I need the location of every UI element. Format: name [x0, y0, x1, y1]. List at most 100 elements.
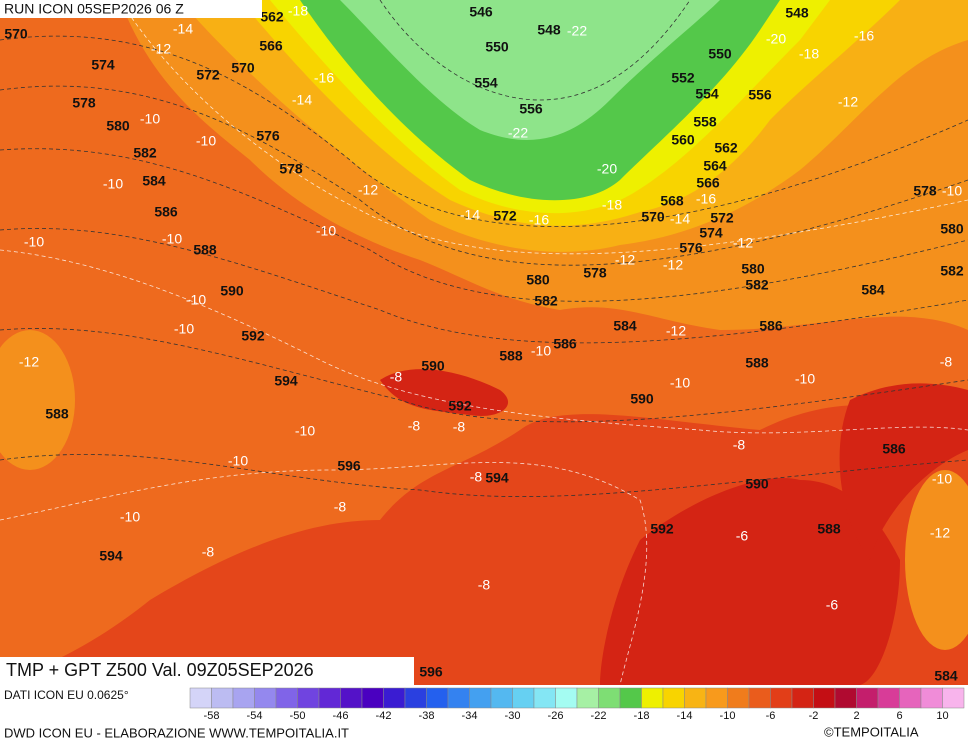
- colorbar-swatch: [469, 687, 492, 709]
- colorbar-tick-label: -58: [204, 710, 220, 722]
- colorbar-swatch: [361, 687, 384, 709]
- temperature-label: -18: [799, 46, 819, 62]
- colorbar-tick-label: -22: [591, 710, 607, 722]
- height-label: 584: [613, 318, 637, 334]
- height-label: 590: [630, 391, 654, 407]
- height-label: 588: [193, 242, 217, 258]
- colorbar-swatch: [856, 687, 879, 709]
- colorbar-tick-label: -6: [766, 710, 776, 722]
- colorbar-swatch: [791, 687, 814, 709]
- height-label: 580: [526, 272, 550, 288]
- colorbar-tick-label: -50: [290, 710, 306, 722]
- height-label: 570: [4, 26, 28, 42]
- temperature-label: -10: [103, 176, 123, 192]
- temperature-label: -10: [942, 183, 962, 199]
- height-label: 578: [913, 183, 937, 199]
- colorbar-swatch: [254, 687, 277, 709]
- colorbar-swatch: [512, 687, 535, 709]
- height-label: 590: [421, 358, 445, 374]
- colorbar-swatch: [383, 687, 406, 709]
- colorbar-tick-label: -38: [419, 710, 435, 722]
- colorbar-tick-label: 10: [936, 710, 948, 722]
- temperature-label: -8: [478, 577, 491, 593]
- height-label: 596: [419, 664, 443, 680]
- temperature-label: -14: [173, 21, 193, 37]
- height-label: 574: [91, 57, 115, 73]
- height-label: 582: [534, 293, 558, 309]
- colorbar-tick-label: -2: [809, 710, 819, 722]
- colorbar-tick-label: -46: [333, 710, 349, 722]
- temperature-label: -12: [733, 235, 753, 251]
- temperature-label: -8: [453, 419, 466, 435]
- temperature-label: -16: [696, 191, 716, 207]
- colorbar-swatch: [490, 687, 513, 709]
- temperature-label: -8: [470, 469, 483, 485]
- colorbar-swatch: [189, 687, 212, 709]
- height-label: 582: [940, 263, 964, 279]
- height-label: 572: [196, 67, 220, 83]
- temperature-label: -10: [186, 292, 206, 308]
- credit: DWD ICON EU - ELABORAZIONE WWW.TEMPOITAL…: [4, 725, 349, 740]
- height-label: 586: [882, 441, 906, 457]
- colorbar-tick-label: -26: [548, 710, 564, 722]
- height-label: 552: [671, 70, 695, 86]
- colorbar-swatch: [641, 687, 664, 709]
- temperature-label: -20: [597, 161, 617, 177]
- colorbar-swatch: [297, 687, 320, 709]
- height-label: 582: [745, 277, 769, 293]
- height-label: 582: [133, 145, 157, 161]
- temperature-label: -14: [460, 207, 480, 223]
- temperature-label: -6: [826, 597, 839, 613]
- temperature-label: -10: [228, 453, 248, 469]
- colorbar-swatch: [662, 687, 685, 709]
- colorbar-swatch: [555, 687, 578, 709]
- temperature-field: [0, 0, 968, 685]
- temperature-label: -16: [314, 70, 334, 86]
- height-label: 548: [785, 5, 809, 21]
- height-label: 562: [714, 140, 738, 156]
- colorbar-swatch: [727, 687, 750, 709]
- height-label: 594: [99, 548, 123, 564]
- temperature-label: -22: [567, 23, 587, 39]
- height-label: 576: [256, 128, 280, 144]
- colorbar-swatch: [619, 687, 642, 709]
- height-label: 592: [448, 398, 472, 414]
- temperature-label: -8: [202, 544, 215, 560]
- temperature-label: -22: [508, 125, 528, 141]
- height-label: 550: [708, 46, 732, 62]
- height-label: 588: [745, 355, 769, 371]
- temperature-label: -10: [24, 234, 44, 250]
- run-label: RUN ICON 05SEP2026 06 Z: [4, 1, 184, 17]
- colorbar-tick-label: -10: [720, 710, 736, 722]
- height-label: 594: [274, 373, 298, 389]
- height-label: 590: [745, 476, 769, 492]
- colorbar-swatch: [211, 687, 234, 709]
- height-label: 592: [650, 521, 674, 537]
- height-label: 556: [748, 87, 772, 103]
- temperature-label: -6: [736, 528, 749, 544]
- colorbar-swatch: [533, 687, 556, 709]
- run-box: [0, 0, 262, 18]
- colorbar-tick-label: -18: [634, 710, 650, 722]
- height-label: 554: [695, 86, 719, 102]
- temperature-label: -12: [358, 182, 378, 198]
- height-label: 596: [337, 458, 361, 474]
- colorbar-swatch: [232, 687, 255, 709]
- height-label: 564: [703, 158, 727, 174]
- colorbar-tick-label: -42: [376, 710, 392, 722]
- height-label: 562: [260, 9, 284, 25]
- height-label: 580: [106, 118, 130, 134]
- contour-labels: -18-14-12-16-14-10-10-10 -12-10 -10 -10-10-…: [4, 3, 964, 684]
- temperature-label: -12: [838, 94, 858, 110]
- colorbar-tick-label: -54: [247, 710, 263, 722]
- height-label: 588: [499, 348, 523, 364]
- colorbar-swatch: [834, 687, 857, 709]
- height-label: 576: [679, 240, 703, 256]
- colorbar: -58 -54 -50 -46 -42 -38 -34 -30 -26 -22 -18 -14 -10-…: [189, 687, 965, 722]
- height-label: 586: [553, 336, 577, 352]
- colorbar-tick-label: 6: [896, 710, 902, 722]
- colorbar-tick-label: -34: [462, 710, 478, 722]
- map-title: TMP + GPT Z500 Val. 09Z05SEP2026: [6, 660, 314, 680]
- height-label: 586: [759, 318, 783, 334]
